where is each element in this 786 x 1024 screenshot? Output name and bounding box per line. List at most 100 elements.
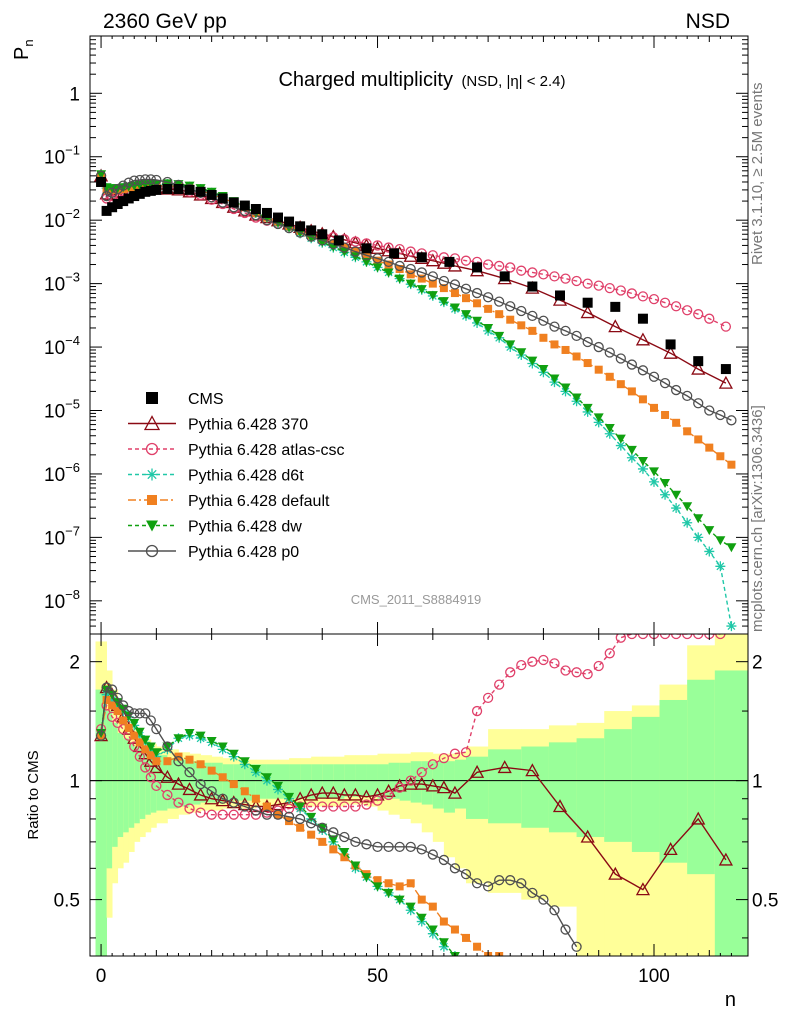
ratio-point-pythia-6-428-default [373,876,382,885]
main-point-pythia-6-428-p0 [593,341,604,353]
legend-entry-pythia-6-428-dw: Pythia 6.428 dw [128,519,302,536]
main-point-pythia-6-428-default [495,310,504,319]
main-point-pythia-6-428-default [428,279,437,288]
main-point-pythia-6-428-p0 [129,175,140,186]
title-main: Charged multiplicity [278,69,453,91]
ratio-point-pythia-6-428-p0 [549,905,560,916]
main-point-pythia-6-428-default [484,304,493,313]
main-line-pythia-6-428-p0 [100,175,732,421]
main-point-pythia-6-428-370 [608,319,623,333]
title-subtitle: (NSD, |η| < 2.4) [461,73,565,90]
y-tick-label: 1 [69,84,80,105]
main-point-pythia-6-428-default [450,289,459,298]
ratio-point-pythia-6-428-default [152,757,161,766]
main-point-pythia-6-428-atlas-csc [516,265,527,276]
main-point-pythia-6-428-dw [527,356,538,366]
ratio-point-pythia-6-428-p0 [140,708,151,719]
main-point-cms [228,197,239,208]
ratio-point-pythia-6-428-default [185,755,194,764]
main-point-pythia-6-428-atlas-csc [648,293,660,305]
y-tick-exp: −2 [65,206,80,221]
ratio-point-pythia-6-428-p0 [250,805,262,816]
ratio-point-pythia-6-428-dw [217,742,228,752]
main-point-cms [206,189,217,200]
ratio-frame [89,633,749,957]
main-point-cms [610,301,621,312]
main-point-cms [239,200,250,211]
main-point-pythia-6-428-dw [682,502,693,512]
legend-label: Pythia 6.428 p0 [188,544,299,561]
main-point-cms [361,243,372,254]
ratio-point-pythia-6-428-p0 [516,878,527,889]
main-point-pythia-6-428-p0 [670,384,682,396]
ratio-point-pythia-6-428-p0 [283,811,295,822]
ratio-series-pythia-6-428-p0 [95,682,582,952]
main-point-pythia-6-428-atlas-csc [549,271,560,282]
x-axis-label: n [725,989,736,1011]
ratio-point-pythia-6-428-370 [204,791,219,805]
y-tick-label: 10−1 [44,143,80,169]
legend-label: Pythia 6.428 dw [188,519,302,536]
ratio-point-pythia-6-428-p0 [106,684,118,695]
green-band-bin [714,670,748,956]
ratio-point-pythia-6-428-atlas-csc [604,648,615,659]
main-point-pythia-6-428-p0 [494,296,505,307]
main-point-pythia-6-428-370 [718,375,733,389]
ratio-point-pythia-6-428-dw [206,736,217,746]
ratio-point-pythia-6-428-p0 [112,692,123,703]
ratio-point-pythia-6-428-dw [284,792,295,802]
green-band-bin [211,762,224,803]
main-point-pythia-6-428-p0 [112,183,123,195]
legend-marker [146,392,158,404]
main-point-pythia-6-428-p0 [339,242,350,253]
ratio-y-tick-label: 0.5 [54,891,80,912]
y-tick-label: 10−4 [44,333,80,359]
main-point-pythia-6-428-p0 [626,359,638,370]
ratio-point-pythia-6-428-atlas-csc [283,803,295,814]
main-point-pythia-6-428-default [362,252,371,261]
main-point-pythia-6-428-atlas-csc [505,262,516,273]
ratio-point-pythia-6-428-dw [328,835,339,845]
main-point-pythia-6-428-370 [580,305,595,319]
main-point-cms [333,235,344,246]
main-point-pythia-6-428-dw [693,514,704,524]
ratio-point-pythia-6-428-dw [145,742,156,752]
main-point-pythia-6-428-default [650,403,658,412]
watermark: CMS_2011_S8884919 [351,592,482,607]
ratio-point-pythia-6-428-dw [427,925,438,935]
main-series-pythia-6-428-p0 [95,170,737,426]
green-band-bin [200,762,213,803]
ratio-point-pythia-6-428-p0 [151,723,162,735]
main-point-pythia-6-428-atlas-csc [615,285,626,296]
main-point-pythia-6-428-default [561,345,570,354]
green-band-bin [167,758,179,809]
main-point-cms [720,364,731,375]
green-band-bin [311,764,323,799]
main-point-cms [151,184,162,195]
legend-label: Pythia 6.428 370 [188,417,308,434]
ratio-point-pythia-6-428-atlas-csc [151,780,162,792]
main-point-cms [637,313,648,324]
ratio-point-pythia-6-428-dw [339,847,350,857]
ratio-point-pythia-6-428-p0 [228,797,239,808]
y-tick-label: 10−3 [44,270,80,296]
main-ylabel-sub: n [21,39,36,46]
green-band-bin [139,749,146,819]
ratio-point-pythia-6-428-atlas-csc [593,660,604,672]
main-point-pythia-6-428-default [417,274,426,283]
ratio-point-pythia-6-428-default [450,925,459,934]
main-point-cms [250,204,261,215]
y-tick-label: 10−8 [44,587,80,613]
ratio-point-pythia-6-428-atlas-csc [715,634,726,640]
main-point-pythia-6-428-p0 [449,279,461,290]
ratio-point-pythia-6-428-370 [171,776,186,790]
green-band-bin [631,716,660,852]
ratio-point-pythia-6-428-default [318,837,327,846]
main-series-pythia-6-428-370 [93,168,733,389]
main-point-pythia-6-428-default [539,333,548,342]
main-point-pythia-6-428-dw [582,403,593,413]
y-tick-exp: −7 [65,523,80,538]
ratio-ylabel: Ratio to CMS [25,750,42,839]
main-point-pythia-6-428-dw [372,263,383,273]
ratio-point-pythia-6-428-dw [394,895,405,905]
